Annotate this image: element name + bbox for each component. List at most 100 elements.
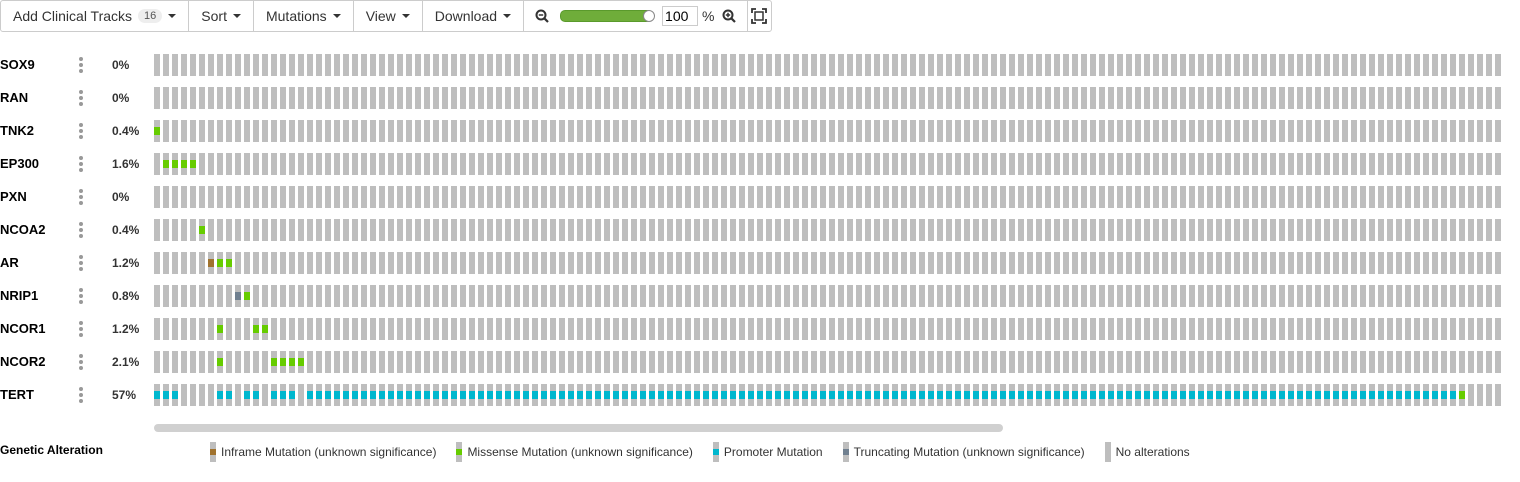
sample-cell[interactable] bbox=[1486, 351, 1492, 373]
track-menu-icon[interactable] bbox=[79, 321, 85, 337]
sample-cell[interactable] bbox=[1288, 153, 1294, 175]
sample-cell[interactable] bbox=[1099, 87, 1105, 109]
sample-cell[interactable] bbox=[235, 252, 241, 274]
sample-cell[interactable] bbox=[532, 153, 538, 175]
sample-cell[interactable] bbox=[910, 285, 916, 307]
sample-cell[interactable] bbox=[343, 318, 349, 340]
promoter-mutation-mark[interactable] bbox=[523, 391, 529, 399]
sample-cell[interactable] bbox=[1495, 252, 1501, 274]
sample-cell[interactable] bbox=[739, 318, 745, 340]
sample-cell[interactable] bbox=[532, 120, 538, 142]
sample-cell[interactable] bbox=[658, 186, 664, 208]
sample-cell[interactable] bbox=[361, 186, 367, 208]
sample-cell[interactable] bbox=[1234, 153, 1240, 175]
sample-cell[interactable] bbox=[1243, 318, 1249, 340]
sample-cell[interactable] bbox=[406, 351, 412, 373]
promoter-mutation-mark[interactable] bbox=[433, 391, 439, 399]
sample-cell[interactable] bbox=[190, 54, 196, 76]
sample-cell[interactable] bbox=[1153, 318, 1159, 340]
promoter-mutation-mark[interactable] bbox=[1234, 391, 1240, 399]
sample-cell[interactable] bbox=[1423, 351, 1429, 373]
sample-cell[interactable] bbox=[847, 285, 853, 307]
sample-cell[interactable] bbox=[253, 54, 259, 76]
sample-cell[interactable] bbox=[1144, 153, 1150, 175]
sample-cell[interactable] bbox=[730, 285, 736, 307]
sample-cell[interactable] bbox=[802, 120, 808, 142]
sample-cell[interactable] bbox=[883, 153, 889, 175]
sample-cell[interactable] bbox=[523, 87, 529, 109]
sample-cell[interactable] bbox=[874, 219, 880, 241]
sample-cell[interactable] bbox=[532, 351, 538, 373]
sample-cell[interactable] bbox=[982, 54, 988, 76]
sample-cell[interactable] bbox=[730, 87, 736, 109]
sample-cell[interactable] bbox=[712, 285, 718, 307]
sample-cell[interactable] bbox=[559, 318, 565, 340]
missense-mutation-mark[interactable] bbox=[172, 160, 178, 168]
sample-cell[interactable] bbox=[505, 153, 511, 175]
sample-cell[interactable] bbox=[1027, 186, 1033, 208]
sample-cell[interactable] bbox=[316, 219, 322, 241]
sample-cell[interactable] bbox=[559, 252, 565, 274]
sample-cell[interactable] bbox=[442, 252, 448, 274]
sample-cell[interactable] bbox=[937, 285, 943, 307]
sample-cell[interactable] bbox=[1369, 351, 1375, 373]
sample-cell[interactable] bbox=[1144, 54, 1150, 76]
sample-cell[interactable] bbox=[676, 87, 682, 109]
sample-cell[interactable] bbox=[496, 186, 502, 208]
sample-cell[interactable] bbox=[1279, 351, 1285, 373]
sample-cell[interactable] bbox=[1009, 351, 1015, 373]
sample-cell[interactable] bbox=[1189, 153, 1195, 175]
sample-cell[interactable] bbox=[1261, 252, 1267, 274]
sample-cell[interactable] bbox=[352, 318, 358, 340]
sample-cell[interactable] bbox=[1441, 54, 1447, 76]
sample-cell[interactable] bbox=[757, 318, 763, 340]
sample-cell[interactable] bbox=[1324, 87, 1330, 109]
sample-cell[interactable] bbox=[208, 54, 214, 76]
sample-cell[interactable] bbox=[577, 285, 583, 307]
sample-cell[interactable] bbox=[1468, 384, 1474, 406]
sample-cell[interactable] bbox=[667, 318, 673, 340]
sample-cell[interactable] bbox=[631, 252, 637, 274]
sample-cell[interactable] bbox=[649, 252, 655, 274]
sample-cell[interactable] bbox=[946, 87, 952, 109]
sample-cell[interactable] bbox=[1162, 87, 1168, 109]
truncating-mutation-mark[interactable] bbox=[235, 292, 241, 300]
sample-cell[interactable] bbox=[982, 120, 988, 142]
promoter-mutation-mark[interactable] bbox=[568, 391, 574, 399]
sample-cell[interactable] bbox=[1225, 351, 1231, 373]
sample-cell[interactable] bbox=[1450, 87, 1456, 109]
sample-cell[interactable] bbox=[334, 186, 340, 208]
promoter-mutation-mark[interactable] bbox=[253, 391, 259, 399]
promoter-mutation-mark[interactable] bbox=[1216, 391, 1222, 399]
sample-cell[interactable] bbox=[829, 351, 835, 373]
sample-cell[interactable] bbox=[820, 219, 826, 241]
sample-cell[interactable] bbox=[1162, 153, 1168, 175]
sample-cell[interactable] bbox=[334, 219, 340, 241]
sample-cell[interactable] bbox=[1414, 120, 1420, 142]
sample-cell[interactable] bbox=[802, 186, 808, 208]
sample-cell[interactable] bbox=[1180, 153, 1186, 175]
sample-cell[interactable] bbox=[325, 153, 331, 175]
sample-cell[interactable] bbox=[1189, 186, 1195, 208]
sample-cell[interactable] bbox=[631, 186, 637, 208]
sample-cell[interactable] bbox=[1081, 54, 1087, 76]
sample-cell[interactable] bbox=[478, 186, 484, 208]
sample-cell[interactable] bbox=[424, 186, 430, 208]
sample-cell[interactable] bbox=[1396, 87, 1402, 109]
sample-cell[interactable] bbox=[1423, 153, 1429, 175]
sample-cell[interactable] bbox=[1054, 54, 1060, 76]
sample-cell[interactable] bbox=[1135, 285, 1141, 307]
sample-cell[interactable] bbox=[937, 120, 943, 142]
sample-cell[interactable] bbox=[298, 54, 304, 76]
sample-cell[interactable] bbox=[1099, 219, 1105, 241]
sample-cell[interactable] bbox=[1441, 351, 1447, 373]
sample-cell[interactable] bbox=[352, 186, 358, 208]
sample-cell[interactable] bbox=[1288, 252, 1294, 274]
sample-cell[interactable] bbox=[559, 351, 565, 373]
sample-cell[interactable] bbox=[1009, 186, 1015, 208]
sample-cell[interactable] bbox=[244, 252, 250, 274]
sample-cell[interactable] bbox=[901, 120, 907, 142]
promoter-mutation-mark[interactable] bbox=[1081, 391, 1087, 399]
sample-cell[interactable] bbox=[1306, 87, 1312, 109]
sample-cell[interactable] bbox=[640, 285, 646, 307]
